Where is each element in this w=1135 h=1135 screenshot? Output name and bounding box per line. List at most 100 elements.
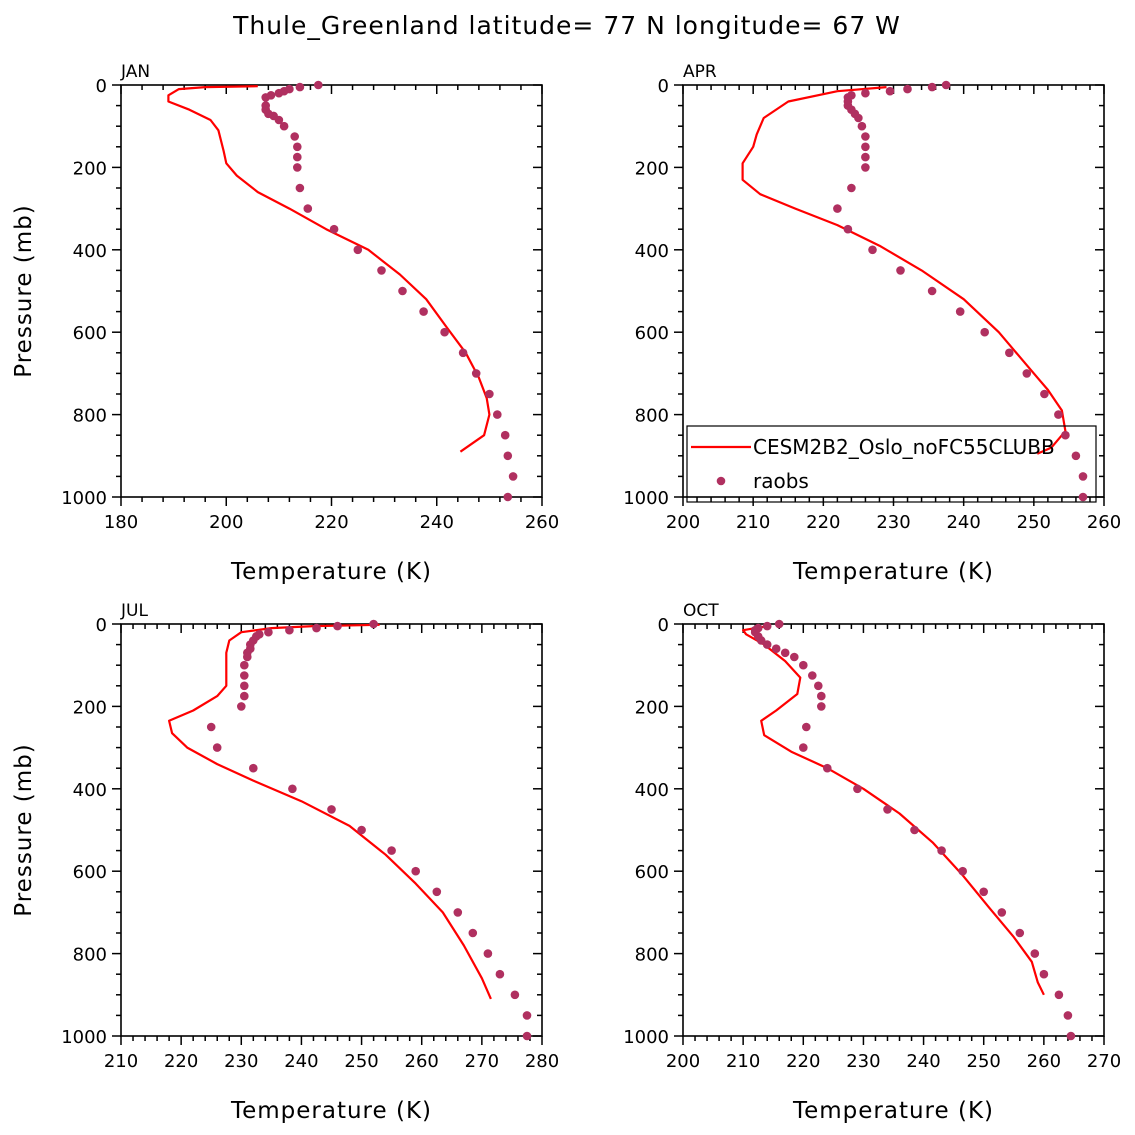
data-point-raobs <box>295 183 305 193</box>
x-tick-label: 210 <box>736 512 770 533</box>
data-point-raobs <box>495 969 505 979</box>
data-point-raobs <box>1030 949 1040 958</box>
x-tick-label: 220 <box>806 512 840 533</box>
data-point-raobs <box>885 86 895 96</box>
y-tick-label: 800 <box>73 406 107 427</box>
x-axis-label: Temperature (K) <box>230 1098 432 1124</box>
data-point-raobs <box>1061 430 1070 440</box>
data-point-raobs <box>780 648 790 658</box>
data-point-raobs <box>861 88 870 98</box>
data-point-raobs <box>1071 451 1081 461</box>
data-point-raobs <box>997 908 1007 917</box>
data-point-raobs <box>854 113 863 123</box>
legend-marker-raobs <box>716 476 726 486</box>
data-point-raobs <box>910 825 919 835</box>
figure-title: Thule_Greenland latitude= 77 N longitude… <box>232 11 901 40</box>
data-point-raobs <box>503 492 513 502</box>
data-point-raobs <box>290 132 300 141</box>
data-point-raobs <box>261 93 271 102</box>
data-point-raobs <box>500 430 510 440</box>
data-point-raobs <box>1063 1011 1073 1020</box>
data-point-raobs <box>790 652 799 662</box>
data-point-raobs <box>303 204 313 213</box>
data-point-raobs <box>843 224 853 234</box>
data-point-raobs <box>522 1031 532 1041</box>
data-point-raobs <box>293 152 302 162</box>
data-point-raobs <box>808 671 817 680</box>
data-point-raobs <box>817 702 826 711</box>
data-point-raobs <box>274 115 284 125</box>
y-tick-label: 1000 <box>61 1027 107 1048</box>
data-point-raobs <box>387 846 396 855</box>
data-point-raobs <box>853 784 862 794</box>
data-point-raobs <box>411 866 421 876</box>
y-tick-label: 1000 <box>61 488 107 509</box>
x-tick-label: 260 <box>1027 1051 1061 1072</box>
panels: JAN 180 200 220 240 260 0 200 400 600 800 1000 Tempe… <box>11 62 1121 1124</box>
y-tick-label: 0 <box>658 615 669 636</box>
series-line-model <box>168 623 492 1000</box>
y-tick-label: 600 <box>635 862 669 883</box>
data-point-raobs <box>861 163 870 172</box>
data-point-raobs <box>493 410 502 419</box>
data-point-raobs <box>288 784 297 794</box>
data-point-raobs <box>212 743 222 752</box>
data-point-raobs <box>861 132 870 141</box>
data-point-raobs <box>799 743 808 752</box>
x-tick-label: 230 <box>846 1051 880 1072</box>
legend-box <box>686 425 1097 503</box>
data-point-raobs <box>357 825 366 835</box>
data-point-raobs <box>419 307 428 316</box>
y-tick-label: 0 <box>658 76 669 97</box>
data-point-raobs <box>896 266 905 275</box>
data-point-raobs <box>1054 410 1063 419</box>
x-tick-label: 260 <box>405 1051 439 1072</box>
data-point-raobs <box>857 121 867 131</box>
data-point-raobs <box>369 619 378 629</box>
x-tick-label: 200 <box>666 512 700 533</box>
data-point-raobs <box>398 286 407 296</box>
data-point-raobs <box>861 142 870 152</box>
data-point-raobs <box>883 805 892 814</box>
x-tick-label: 220 <box>786 1051 820 1072</box>
y-tick-label: 200 <box>635 158 669 179</box>
data-point-raobs <box>861 152 870 162</box>
data-point-raobs <box>823 763 832 773</box>
data-point-raobs <box>293 142 302 152</box>
data-point-raobs <box>1078 492 1088 502</box>
data-point-raobs <box>762 640 772 649</box>
legend-label-raobs: raobs <box>753 469 809 493</box>
x-tick-label: 250 <box>1017 512 1051 533</box>
series-line-model <box>741 86 1067 455</box>
x-axis-label: Temperature (K) <box>792 1098 994 1124</box>
data-point-raobs <box>333 621 342 631</box>
panel-apr: APR 200 210 220 230 240 250 260 0 200 400 600 800 100… <box>623 62 1121 585</box>
data-point-raobs <box>927 82 937 92</box>
data-point-raobs <box>377 266 386 275</box>
plot-frame <box>682 623 1105 1037</box>
data-point-raobs <box>756 636 766 645</box>
data-point-raobs <box>1039 969 1049 979</box>
plot-frame <box>682 84 1105 498</box>
x-axis-label: Temperature (K) <box>230 559 432 585</box>
x-tick-label: 240 <box>906 1051 940 1072</box>
y-tick-label: 0 <box>96 76 107 97</box>
panel-label-jan: JAN <box>120 62 150 82</box>
plot-frame <box>120 623 543 1037</box>
data-point-raobs <box>1078 472 1088 481</box>
y-tick-label: 800 <box>73 945 107 966</box>
y-axis-label: Pressure (mb) <box>11 743 37 916</box>
y-tick-label: 200 <box>635 697 669 718</box>
data-point-raobs <box>279 121 289 131</box>
x-tick-label: 250 <box>344 1051 378 1072</box>
data-point-raobs <box>799 660 808 670</box>
data-point-raobs <box>483 949 493 958</box>
data-point-raobs <box>503 451 513 461</box>
series-line-model <box>167 85 491 453</box>
data-point-raobs <box>240 671 249 680</box>
x-tick-label: 220 <box>314 512 348 533</box>
data-point-raobs <box>243 652 252 662</box>
data-point-raobs <box>847 183 856 193</box>
